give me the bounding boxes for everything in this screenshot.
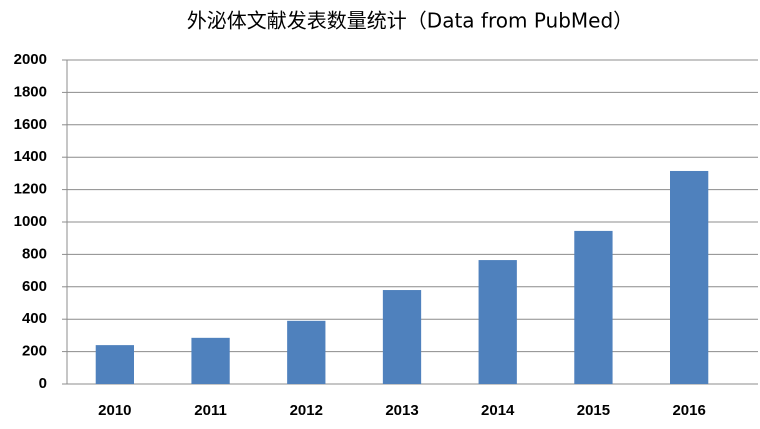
bar <box>287 320 326 384</box>
y-tick-label: 200 <box>22 343 47 360</box>
y-tick-label: 2000 <box>14 51 47 68</box>
x-tick-label: 2011 <box>194 402 227 419</box>
y-tick-label: 600 <box>22 278 47 295</box>
y-tick-label: 800 <box>22 245 47 262</box>
bar <box>191 337 230 384</box>
bar <box>382 290 422 384</box>
y-tick-label: 1600 <box>14 116 47 133</box>
y-tick-label: 1200 <box>14 181 47 198</box>
x-tick-label: 2010 <box>98 402 131 419</box>
chart-title: 外泌体文献发表数量统计（Data from PubMed） <box>187 9 633 33</box>
x-tick-label: 2016 <box>672 402 705 419</box>
x-tick-label: 2014 <box>481 402 515 419</box>
bar <box>574 230 613 384</box>
x-tick-label: 2015 <box>577 402 610 419</box>
y-tick-label: 0 <box>39 375 47 392</box>
bar <box>95 345 134 384</box>
x-tick-label: 2013 <box>385 402 418 419</box>
y-tick-label: 1000 <box>14 213 47 230</box>
bar <box>670 170 709 384</box>
y-tick-label: 400 <box>22 310 47 327</box>
y-tick-label: 1800 <box>14 83 47 100</box>
x-tick-label: 2012 <box>290 402 323 419</box>
y-tick-label: 1400 <box>14 148 47 165</box>
bar <box>478 260 517 384</box>
